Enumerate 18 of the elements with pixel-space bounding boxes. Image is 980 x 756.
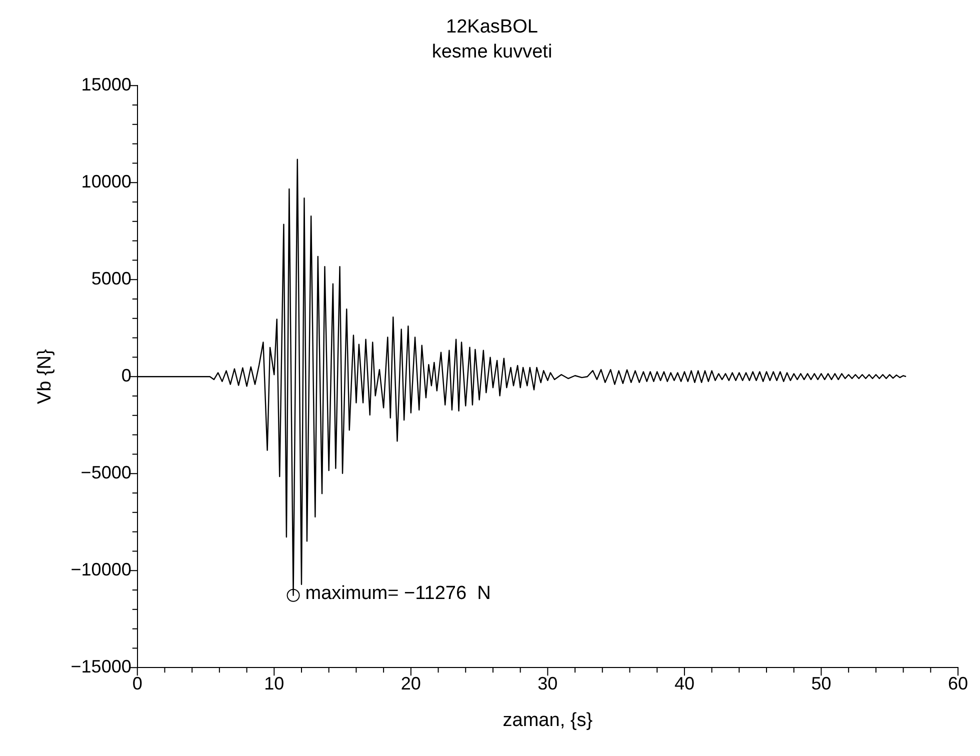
x-tick-label: 60 — [948, 673, 968, 694]
x-tick-label: 10 — [264, 673, 284, 694]
y-axis-title: Vb {N} — [34, 349, 56, 404]
y-tick-label: −10000 — [70, 560, 132, 580]
y-tick-label: −5000 — [80, 462, 132, 483]
chart-subtitle: kesme kuvveti — [432, 41, 552, 62]
chart-title: 12KasBOL — [446, 16, 538, 38]
x-axis-title: zaman, {s} — [502, 710, 593, 731]
y-tick-label: 15000 — [81, 74, 132, 95]
annotation: maximum= −11276 N — [305, 583, 491, 604]
y-tick-label: 10000 — [81, 172, 132, 192]
y-tick-label: 5000 — [91, 268, 132, 289]
y-tick-label: 0 — [121, 366, 132, 386]
x-tick-label: 20 — [400, 673, 421, 694]
y-tick-label: −15000 — [70, 656, 132, 677]
x-tick-label: 50 — [811, 673, 832, 694]
x-tick-label: 30 — [538, 673, 558, 694]
x-tick-label: 40 — [674, 673, 694, 694]
